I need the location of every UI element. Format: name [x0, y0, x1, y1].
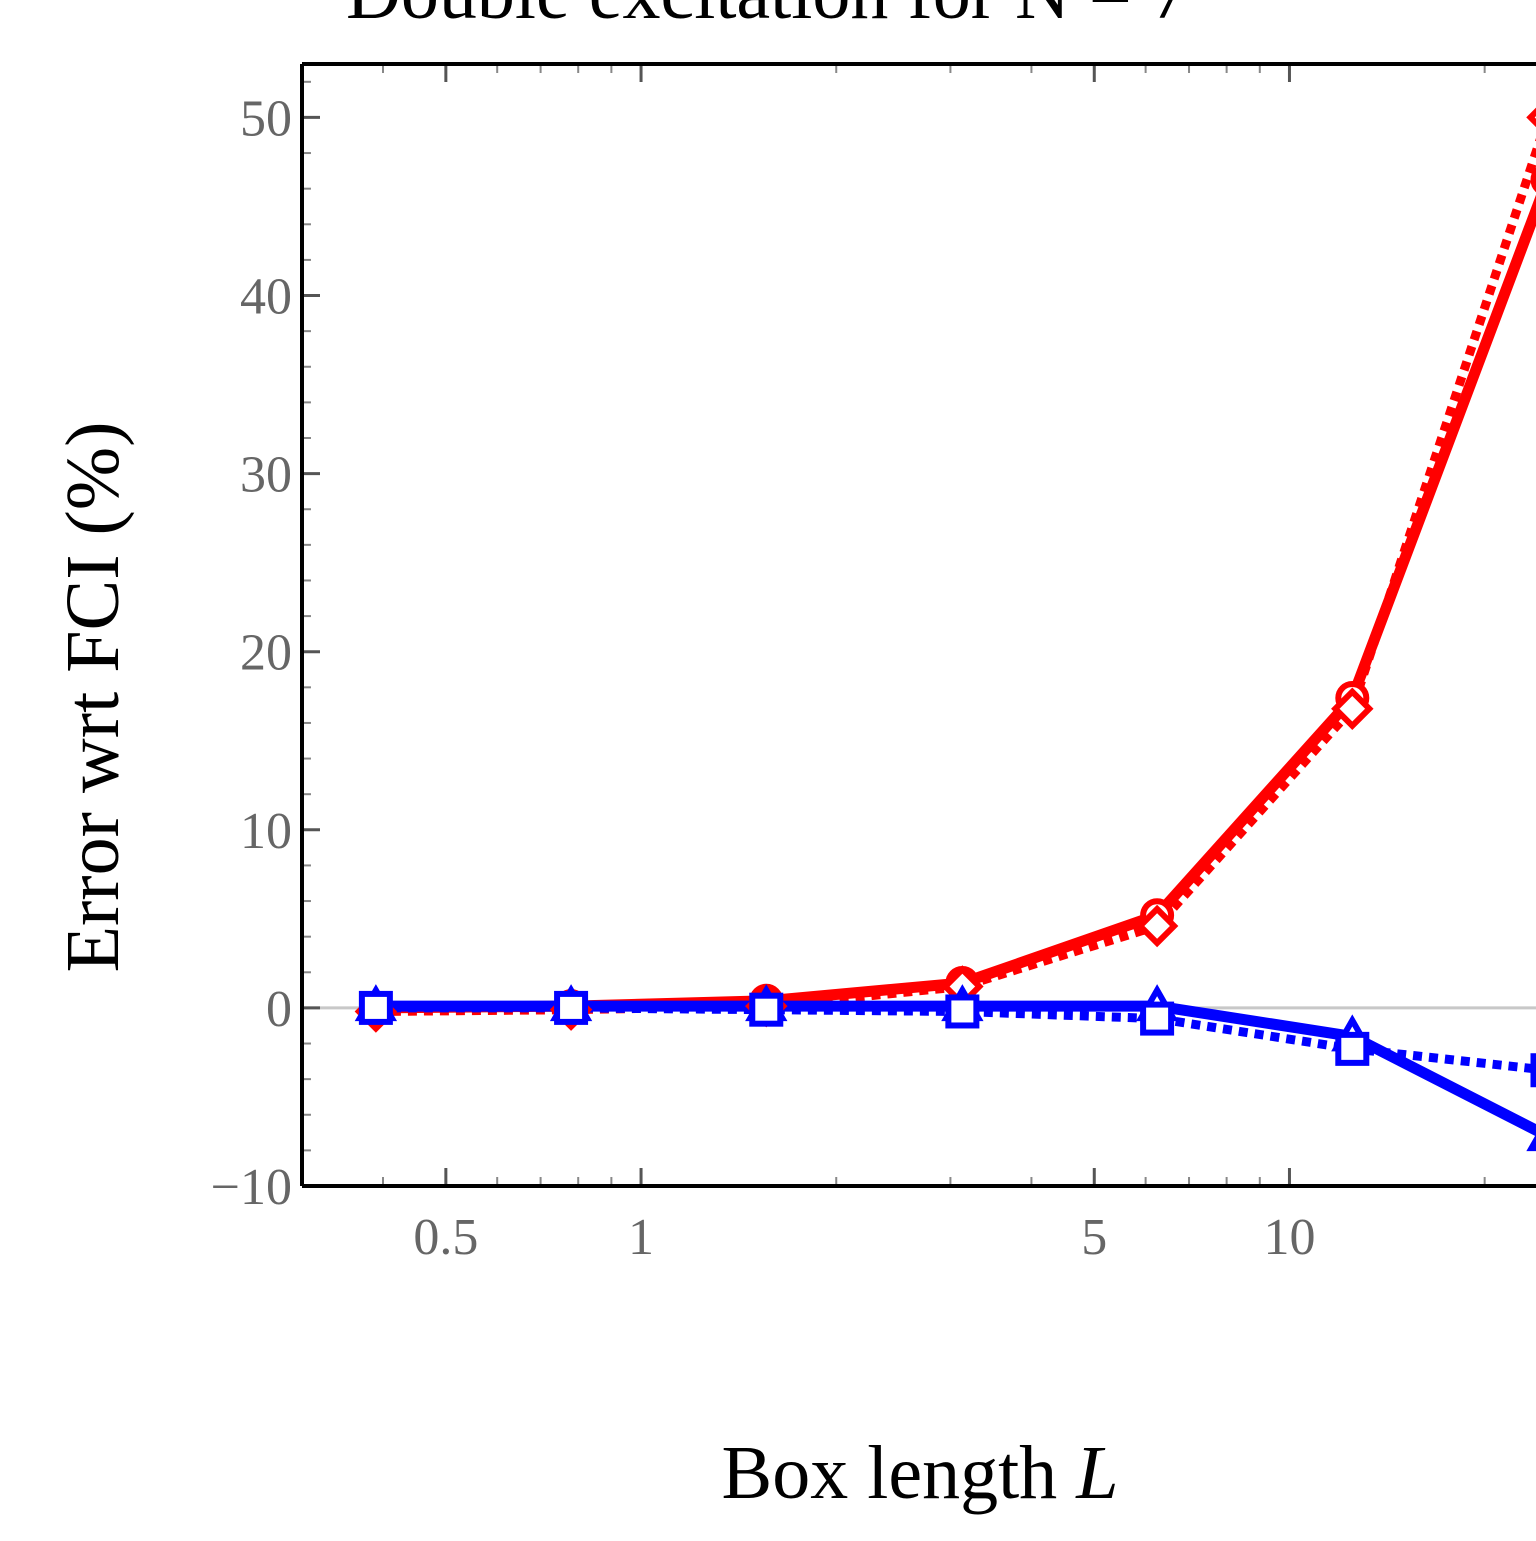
y-axis-label: Error wrt FCI (%): [51, 422, 135, 973]
series-4-point: [554, 990, 589, 1025]
series-4-point: [749, 992, 784, 1027]
series-4-point: [1140, 1001, 1175, 1036]
y-tick-label: 10: [240, 803, 292, 860]
series-2-point: [1135, 904, 1179, 948]
series-2-line: [375, 137, 1536, 1016]
series-2-point: [1526, 107, 1536, 128]
x-axis-label-text: Box length: [722, 1431, 1058, 1515]
y-tick-label: 20: [240, 625, 292, 682]
plot-area: −10 0 10 20 30 40 50 0.5 1 5 10: [211, 62, 1536, 1266]
series-4-point: [1335, 1031, 1370, 1066]
series-4-point: [358, 990, 393, 1025]
series-3-point: [1526, 1134, 1536, 1152]
x-axis-label-var: L: [1075, 1431, 1118, 1515]
y-tick-label: −10: [211, 1159, 292, 1216]
series-1-line: [375, 194, 1536, 1014]
series-2-point: [1331, 687, 1374, 730]
chart-title: Double excitation for N = 7: [346, 0, 1189, 35]
y-tick-label: 30: [240, 447, 292, 504]
x-axis-label-space: [1057, 1431, 1076, 1515]
series-4-point: [945, 994, 980, 1029]
series-4-point: [1530, 1053, 1536, 1088]
y-tick-label: 40: [240, 269, 292, 326]
x-tick-label: 1: [628, 1209, 654, 1266]
x-tick-label: 10: [1263, 1209, 1315, 1266]
x-axis-label: Box length L: [722, 1431, 1119, 1515]
series-1-point: [1530, 167, 1536, 193]
x-tick-label: 0.5: [413, 1209, 478, 1266]
y-tick-label: 0: [266, 981, 292, 1038]
x-tick-label: 5: [1081, 1209, 1107, 1266]
y-tick-label: 50: [240, 90, 292, 147]
